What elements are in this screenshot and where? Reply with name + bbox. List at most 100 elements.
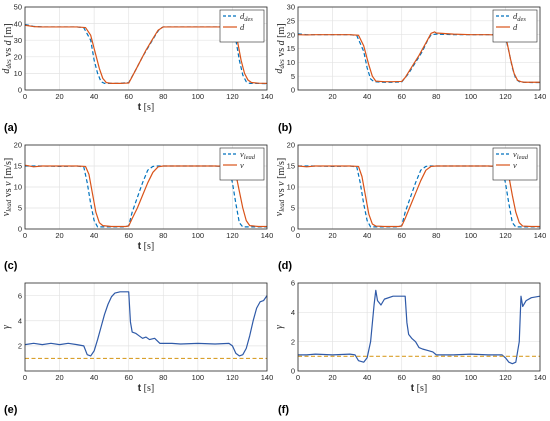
x-tick-label-d-0: 0 [296, 231, 300, 240]
y-axis-label-b: ddes vs d [m] [274, 23, 287, 73]
x-axis-label-a: t [s] [138, 102, 154, 113]
x-tick-label-f-1: 20 [328, 373, 336, 382]
x-tick-label-c-6: 120 [226, 231, 239, 240]
y-tick-label-e-1: 4 [18, 316, 22, 325]
series-line-a-0 [24, 23, 268, 85]
y-tick-label-c-3: 15 [14, 162, 22, 171]
y-tick-label-f-1: 2 [291, 337, 295, 346]
panel-label-a: (a) [4, 122, 18, 134]
y-tick-label-d-1: 5 [291, 204, 295, 213]
y-tick-label-a-5: 50 [14, 3, 22, 12]
legend-label-c-0: vlead [240, 149, 256, 161]
y-axis-label-a: ddes vs d [m] [1, 23, 14, 73]
y-tick-label-b-5: 25 [287, 17, 295, 26]
panel-label-e: (e) [4, 404, 18, 416]
axes-frame-f [297, 282, 541, 372]
y-tick-label-f-0: 0 [291, 367, 295, 376]
series-line-c-1 [24, 164, 267, 228]
legend-box-c [219, 147, 265, 181]
x-tick-label-e-5: 100 [192, 373, 205, 382]
x-tick-label-a-3: 60 [125, 92, 133, 101]
x-tick-label-b-4: 100 [465, 92, 478, 101]
y-tick-label-b-0: 0 [291, 86, 295, 95]
x-tick-label-d-4: 80 [432, 231, 440, 240]
y-tick-label-d-4: 20 [287, 141, 295, 150]
x-tick-label-b-1: 40 [363, 92, 371, 101]
x-tick-label-c-7: 140 [261, 231, 274, 240]
panel-label-b: (b) [278, 122, 293, 134]
y-tick-label-b-2: 10 [287, 58, 295, 67]
legend-label-d-0: vlead [513, 149, 529, 161]
x-tick-label-f-5: 100 [465, 373, 478, 382]
y-axis-label-c: vlead vs v [m/s] [1, 158, 14, 216]
x-tick-label-b-2: 60 [398, 92, 406, 101]
x-tick-label-a-7: 140 [261, 92, 274, 101]
y-tick-label-c-0: 0 [18, 225, 22, 234]
legend-box-d [492, 147, 538, 181]
x-tick-label-c-3: 60 [125, 231, 133, 240]
x-tick-label-a-5: 100 [192, 92, 205, 101]
legend-label-b-1: d [513, 22, 518, 32]
x-tick-label-e-3: 60 [125, 373, 133, 382]
y-axis-label-d: vlead vs v [m/s] [274, 158, 287, 216]
x-tick-label-f-7: 140 [534, 373, 547, 382]
x-tick-label-a-1: 20 [55, 92, 63, 101]
series-line-f-0 [298, 289, 541, 365]
x-tick-label-f-3: 60 [398, 373, 406, 382]
legend-label-a-0: ddes [240, 11, 253, 23]
y-tick-label-d-2: 10 [287, 183, 295, 192]
y-tick-label-b-4: 20 [287, 30, 295, 39]
y-tick-label-b-3: 15 [287, 44, 295, 53]
x-tick-label-c-2: 40 [90, 231, 98, 240]
x-tick-label-c-0: 0 [23, 231, 27, 240]
y-tick-label-a-2: 20 [14, 53, 22, 62]
series-line-a-1 [24, 24, 268, 84]
x-tick-label-b-6: 140 [534, 92, 547, 101]
axes-frame-e [24, 282, 268, 372]
panel-label-d: (d) [278, 260, 293, 272]
y-tick-label-e-0: 2 [18, 342, 22, 351]
y-tick-label-a-3: 30 [14, 36, 22, 45]
panel-label-c: (c) [4, 260, 18, 272]
y-tick-label-a-1: 10 [14, 69, 22, 78]
x-tick-label-e-7: 140 [261, 373, 274, 382]
axes-frame-c [24, 144, 268, 230]
y-tick-label-a-0: 0 [18, 86, 22, 95]
y-tick-label-b-1: 5 [291, 72, 295, 81]
legend-label-c-1: v [240, 160, 244, 170]
x-tick-label-c-4: 80 [159, 231, 167, 240]
series-line-e-0 [24, 291, 268, 357]
x-tick-label-d-5: 100 [465, 231, 478, 240]
legend-box-b [492, 9, 538, 43]
legend-label-d-1: v [513, 160, 517, 170]
series-line-b-1 [297, 31, 540, 83]
x-tick-label-c-1: 20 [55, 231, 63, 240]
y-tick-label-c-1: 5 [18, 204, 22, 213]
series-line-d-1 [297, 165, 540, 228]
x-tick-label-b-5: 120 [499, 92, 512, 101]
y-tick-label-e-2: 6 [18, 291, 22, 300]
x-tick-label-d-7: 140 [534, 231, 547, 240]
plot-area-f [298, 283, 540, 371]
x-tick-label-b-3: 80 [432, 92, 440, 101]
x-tick-label-a-4: 80 [159, 92, 167, 101]
y-tick-label-c-2: 10 [14, 183, 22, 192]
x-tick-label-e-2: 40 [90, 373, 98, 382]
y-axis-label-e: γ [1, 324, 12, 329]
chart-f: 0 20 40 60 80 100 120 140 0 2 4 6 t [s] γ [274, 279, 546, 394]
y-tick-label-c-4: 20 [14, 141, 22, 150]
y-axis-label-f: γ [274, 324, 285, 329]
x-tick-label-e-4: 80 [159, 373, 167, 382]
x-tick-label-d-2: 40 [363, 231, 371, 240]
legend-label-b-0: ddes [513, 11, 526, 23]
x-axis-label-e: t [s] [138, 383, 154, 394]
x-tick-label-e-1: 20 [55, 373, 63, 382]
y-tick-label-b-6: 30 [287, 3, 295, 12]
x-tick-label-b-0: 20 [328, 92, 336, 101]
axes-frame-a [24, 6, 268, 91]
y-tick-label-d-0: 0 [291, 225, 295, 234]
plot-area-e [25, 283, 267, 371]
chart-c: 0 20 40 60 80 100 120 140 0 5 10 15 20 t [s] vlead vs … [1, 141, 273, 252]
